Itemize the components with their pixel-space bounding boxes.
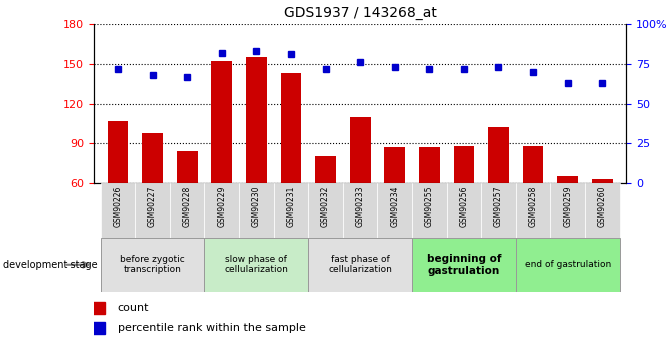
Bar [516, 238, 620, 292]
Text: count: count [118, 303, 149, 313]
Bar [100, 183, 135, 238]
Bar [170, 183, 204, 238]
Title: GDS1937 / 143268_at: GDS1937 / 143268_at [283, 6, 437, 20]
Text: percentile rank within the sample: percentile rank within the sample [118, 323, 306, 333]
Text: GSM90257: GSM90257 [494, 186, 503, 227]
Text: fast phase of
cellularization: fast phase of cellularization [328, 255, 392, 275]
Bar [135, 183, 170, 238]
Text: GSM90233: GSM90233 [356, 186, 364, 227]
Bar [447, 183, 481, 238]
Text: end of gastrulation: end of gastrulation [525, 260, 611, 269]
Text: slow phase of
cellularization: slow phase of cellularization [224, 255, 288, 275]
Bar [585, 183, 620, 238]
Bar [557, 176, 578, 183]
Bar [246, 57, 267, 183]
Bar [516, 183, 550, 238]
Text: GSM90228: GSM90228 [183, 186, 192, 227]
Text: GSM90255: GSM90255 [425, 186, 433, 227]
Bar [343, 183, 377, 238]
Bar [488, 127, 509, 183]
Bar [550, 183, 585, 238]
Bar [412, 183, 447, 238]
Text: GSM90226: GSM90226 [113, 186, 123, 227]
Bar [108, 121, 129, 183]
Bar [177, 151, 198, 183]
Text: GSM90231: GSM90231 [287, 186, 295, 227]
Bar [142, 132, 163, 183]
Bar [273, 183, 308, 238]
Bar [212, 61, 232, 183]
Text: GSM90234: GSM90234 [390, 186, 399, 227]
Text: beginning of
gastrulation: beginning of gastrulation [427, 254, 501, 276]
Bar [454, 146, 474, 183]
Text: GSM90230: GSM90230 [252, 186, 261, 227]
Bar [592, 179, 612, 183]
Bar [419, 147, 440, 183]
Bar [385, 147, 405, 183]
Text: GSM90227: GSM90227 [148, 186, 157, 227]
Bar [204, 238, 308, 292]
Bar [204, 183, 239, 238]
Bar [308, 183, 343, 238]
Bar [350, 117, 371, 183]
Text: GSM90256: GSM90256 [460, 186, 468, 227]
Text: GSM90258: GSM90258 [529, 186, 537, 227]
Bar [100, 238, 204, 292]
Bar [377, 183, 412, 238]
Bar [315, 156, 336, 183]
Text: GSM90259: GSM90259 [563, 186, 572, 227]
Bar [412, 238, 516, 292]
Text: development stage: development stage [3, 260, 98, 270]
Bar [239, 183, 273, 238]
Bar [281, 73, 302, 183]
Text: GSM90232: GSM90232 [321, 186, 330, 227]
Bar [308, 238, 412, 292]
Text: GSM90229: GSM90229 [217, 186, 226, 227]
Text: GSM90260: GSM90260 [598, 186, 607, 227]
Bar [481, 183, 516, 238]
Bar [523, 146, 543, 183]
Text: before zygotic
transcription: before zygotic transcription [120, 255, 185, 275]
